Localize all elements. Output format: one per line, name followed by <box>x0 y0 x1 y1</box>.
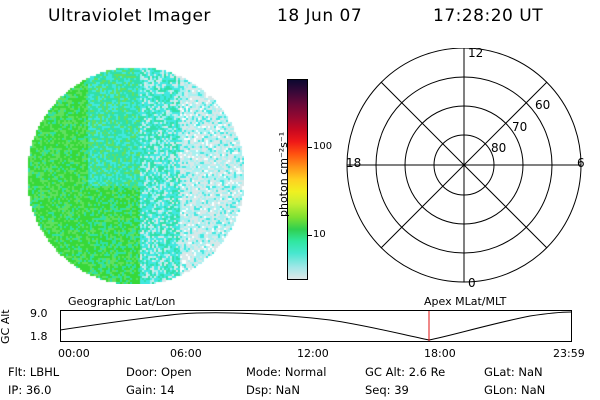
instrument-title: Ultraviolet Imager <box>48 6 211 26</box>
geographic-title: Geographic Lat/Lon <box>68 295 176 308</box>
colorbar-tick-mark <box>307 147 312 148</box>
date-label: 18 Jun 07 <box>277 6 363 26</box>
uv-image-disk <box>26 66 244 284</box>
diagonal-line <box>380 81 548 249</box>
lat-label-60: 60 <box>535 98 551 112</box>
y-tick-9: 9.0 <box>30 307 48 320</box>
lat-label-70: 70 <box>512 120 528 134</box>
filter-info: Flt: LBHL <box>8 365 60 379</box>
lat-label-80: 80 <box>491 141 507 155</box>
gc-alt-info: GC Alt: 2.6 Re <box>365 365 446 379</box>
colorbar-tick-10: 10 <box>313 229 326 240</box>
mlt-label-0: 0 <box>468 276 476 290</box>
mlt-label-12: 12 <box>468 46 484 60</box>
colorbar-unit-label: photon cm⁻²s⁻¹ <box>277 131 290 217</box>
mlt-label-18: 18 <box>346 156 362 170</box>
x-tick-0000: 00:00 <box>58 347 90 360</box>
glat-info: GLat: NaN <box>484 365 543 379</box>
y-tick-1-8: 1.8 <box>30 330 48 343</box>
x-tick-1800: 18:00 <box>424 347 456 360</box>
altitude-curve <box>60 311 572 341</box>
colorbar-tick-mark <box>307 235 312 236</box>
gc-alt-axis-label: GC Alt <box>0 309 12 344</box>
altitude-timeseries-plot <box>60 310 572 342</box>
mlt-label-6: 6 <box>577 156 585 170</box>
mode-info: Mode: Normal <box>246 365 327 379</box>
dsp-info: Dsp: NaN <box>246 383 300 397</box>
x-tick-0600: 06:00 <box>170 347 202 360</box>
colorbar <box>287 79 308 280</box>
x-tick-1200: 12:00 <box>297 347 329 360</box>
gain-info: Gain: 14 <box>126 383 175 397</box>
door-info: Door: Open <box>126 365 192 379</box>
time-label: 17:28:20 UT <box>433 6 544 26</box>
seq-info: Seq: 39 <box>365 383 409 397</box>
apex-title: Apex MLat/MLT <box>424 295 507 308</box>
ip-info: IP: 36.0 <box>8 383 52 397</box>
glon-info: GLon: NaN <box>484 383 546 397</box>
x-tick-2359: 23:59 <box>553 347 585 360</box>
colorbar-tick-100: 100 <box>313 141 333 152</box>
polar-grid <box>346 48 582 283</box>
